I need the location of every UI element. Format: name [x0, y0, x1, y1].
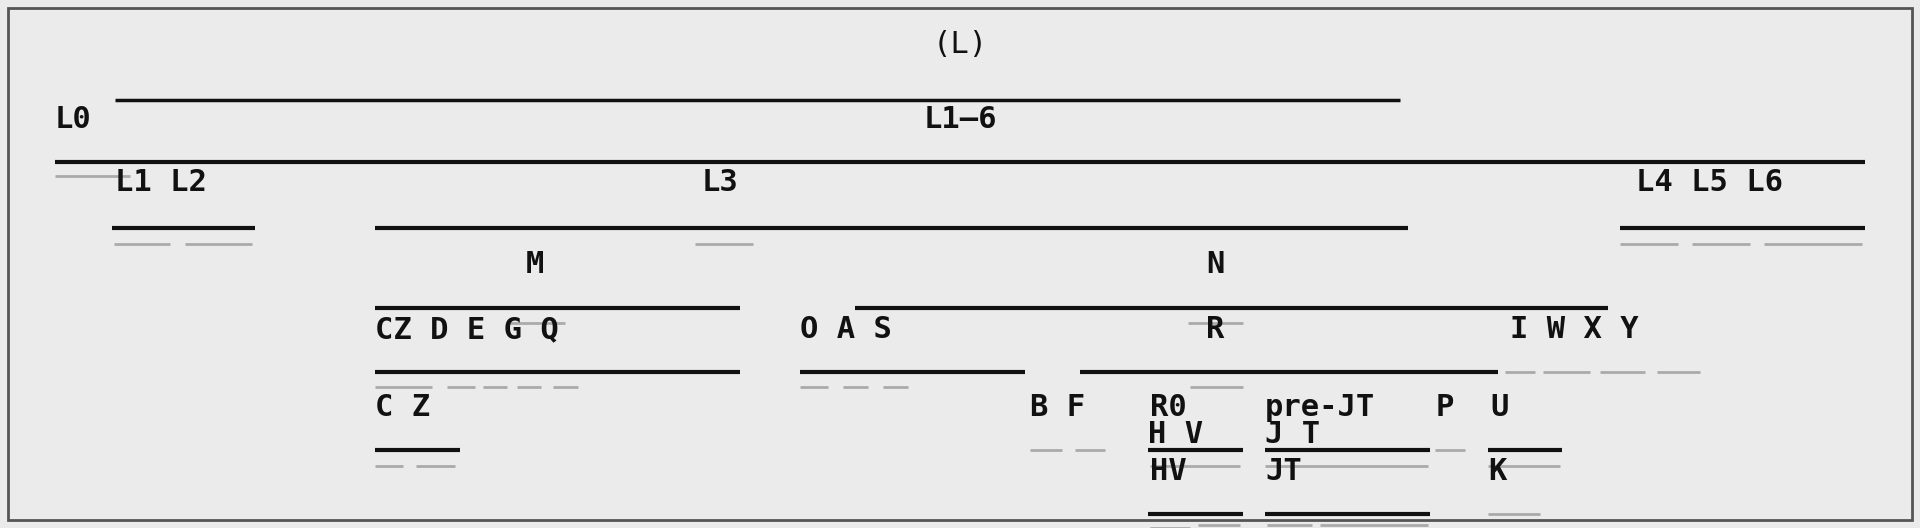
Text: J T: J T — [1265, 420, 1321, 449]
Text: HV: HV — [1150, 457, 1187, 486]
Text: L3: L3 — [701, 168, 739, 197]
Text: K: K — [1488, 457, 1507, 486]
Text: P: P — [1436, 393, 1453, 422]
Text: JT: JT — [1265, 457, 1302, 486]
Text: L1 L2: L1 L2 — [115, 168, 207, 197]
Text: I W X Y: I W X Y — [1509, 315, 1638, 344]
Text: CZ D E G Q: CZ D E G Q — [374, 315, 559, 344]
Text: (L): (L) — [933, 30, 987, 59]
Text: pre-JT: pre-JT — [1265, 393, 1375, 422]
Text: C Z: C Z — [374, 393, 430, 422]
Text: U: U — [1490, 393, 1509, 422]
Text: R: R — [1206, 315, 1225, 344]
Text: L4 L5 L6: L4 L5 L6 — [1636, 168, 1784, 197]
Text: L0: L0 — [56, 105, 92, 134]
Text: B F: B F — [1029, 393, 1085, 422]
Text: M: M — [526, 250, 543, 279]
Text: O A S: O A S — [801, 315, 893, 344]
Text: L1–6: L1–6 — [924, 105, 996, 134]
Text: N: N — [1206, 250, 1225, 279]
Text: R0: R0 — [1150, 393, 1187, 422]
Text: H V: H V — [1148, 420, 1204, 449]
